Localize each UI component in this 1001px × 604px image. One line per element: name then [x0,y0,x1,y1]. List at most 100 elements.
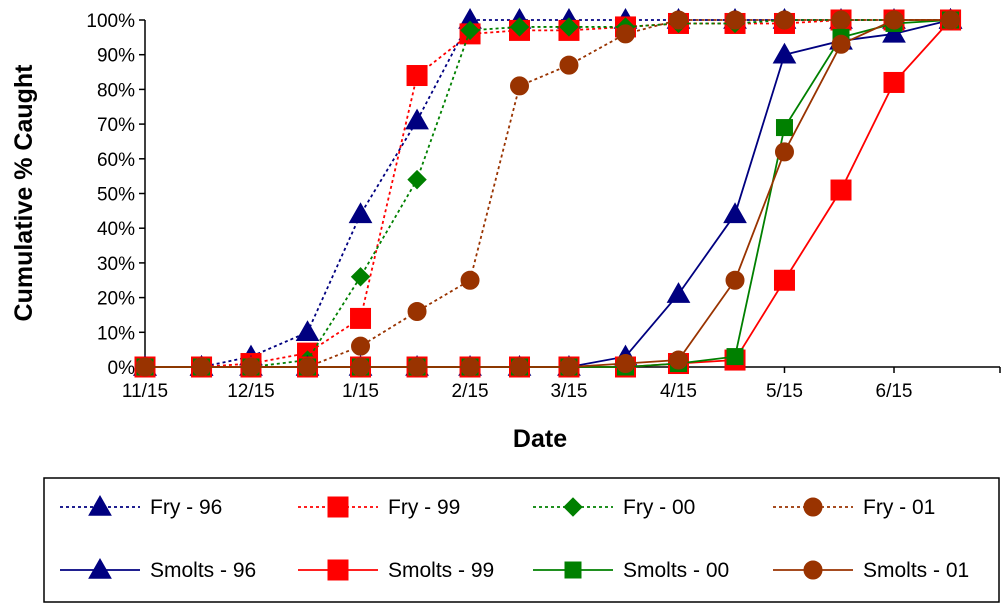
data-point [831,34,851,54]
data-point [773,269,795,291]
legend-marker [803,560,823,580]
data-point [407,169,427,190]
data-point [615,24,635,44]
data-point [884,10,904,30]
data-point [775,119,793,137]
data-point [295,320,320,342]
x-tick-label: 2/15 [452,381,489,402]
legend-label: Smolts - 00 [623,559,729,582]
data-point [666,282,691,303]
x-tick-label: 5/15 [766,381,803,402]
data-point [135,357,155,377]
legend-marker [803,497,823,517]
x-axis-title: Date [513,425,567,453]
series-smolts-01 [135,10,961,377]
series-line [145,19,951,368]
legend-item: Fry - 99 [298,496,460,519]
legend-label: Fry - 99 [388,496,460,519]
y-tick-label: 20% [97,289,135,310]
series-line [145,19,951,368]
data-point [725,10,745,30]
y-tick-label: 80% [97,80,135,101]
legend-label: Fry - 96 [150,496,222,519]
x-tick-label: 4/15 [660,381,697,402]
data-point [348,202,373,224]
y-tick-label: 50% [97,185,135,206]
series-line [145,19,952,368]
data-point [726,348,744,366]
series-line [145,19,951,368]
legend-marker [564,561,582,579]
x-tick-label: 3/15 [550,381,587,402]
legend-label: Smolts - 96 [150,559,256,582]
data-point [725,270,745,290]
data-point [460,357,480,377]
x-tick-label: 11/15 [122,381,168,402]
y-axis-title: Cumulative % Caught [10,64,38,322]
legend-marker [327,496,349,518]
y-tick-label: 70% [97,115,135,136]
data-point [460,20,480,41]
legend-label: Fry - 01 [863,496,935,519]
x-tick-label: 6/15 [876,381,913,402]
data-point [407,357,427,377]
data-point [559,357,579,377]
data-point [882,21,906,43]
data-point [883,71,905,93]
data-point [407,301,427,321]
y-tick-label: 100% [86,11,135,32]
y-tick-label: 30% [97,254,135,275]
series-line [145,19,951,368]
data-point [509,17,530,37]
data-point [241,357,261,377]
data-point [510,357,530,377]
y-tick-label: 10% [97,323,135,344]
data-point [615,354,635,374]
legend-item: Smolts - 01 [773,559,969,582]
legend-label: Smolts - 01 [863,559,969,582]
legend-item: Smolts - 99 [298,559,494,582]
legend-label: Fry - 00 [623,496,695,519]
data-point [350,267,371,287]
data-point [460,270,480,290]
legend: Fry - 96 Fry - 99 Fry - 00 Fry - 01 Smolts -… [43,477,1000,603]
legend-marker [88,494,112,516]
data-point [723,202,747,224]
data-point [559,17,579,37]
data-point [668,350,688,370]
data-point [406,65,428,87]
data-point [192,357,212,377]
legend-item: Fry - 01 [773,496,935,519]
data-point [831,10,851,30]
data-point [941,10,961,30]
series-line [145,19,951,368]
data-point [351,336,371,356]
data-point [559,55,579,75]
data-point [774,142,794,162]
legend-item: Smolts - 96 [60,557,256,582]
data-point [772,42,797,64]
data-point [351,357,371,377]
legend-marker [88,557,112,579]
x-tick-label: 12/15 [227,381,275,402]
x-tick-label: 1/15 [342,381,379,402]
legend-item: Fry - 00 [533,496,695,519]
plot-area: 0% 10% 20% 30% 40% 50% 60% 70% 80% 90% 100% 11/15 12… [86,7,1001,402]
y-tick-label: 90% [97,46,135,67]
legend-item: Fry - 96 [60,494,222,519]
y-tick-label: 0% [108,358,136,379]
data-point [830,179,852,201]
series-smolts-99 [134,9,962,378]
series-line [145,19,951,368]
data-point [350,307,372,329]
data-point [774,10,794,30]
legend-label: Smolts - 99 [388,559,494,582]
y-tick-label: 60% [97,150,135,171]
legend-marker [563,497,583,517]
y-tick-label: 40% [97,219,135,240]
legend-item: Smolts - 00 [533,559,729,582]
data-point [510,76,530,96]
data-point [298,357,318,377]
series-line [145,19,951,368]
